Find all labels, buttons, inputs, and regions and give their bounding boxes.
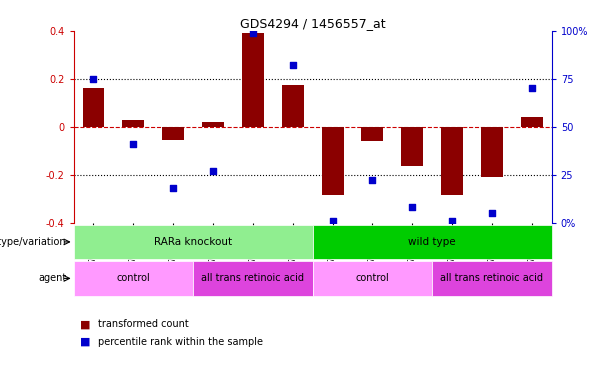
Point: [208, 168, 218, 174]
Bar: [362, 127, 383, 141]
Text: transformed count: transformed count: [98, 319, 189, 329]
Bar: [162, 127, 184, 140]
Point: [487, 210, 497, 216]
Point: [129, 141, 139, 147]
Title: GDS4294 / 1456557_at: GDS4294 / 1456557_at: [240, 17, 386, 30]
Text: ■: ■: [80, 319, 90, 329]
Bar: [313, 261, 432, 296]
Point: [368, 177, 378, 184]
Text: all trans retinoic acid: all trans retinoic acid: [201, 273, 305, 283]
Text: genotype/variation: genotype/variation: [0, 237, 67, 247]
Text: RARa knockout: RARa knockout: [154, 237, 232, 247]
Bar: [322, 127, 343, 195]
Point: [447, 218, 457, 224]
Bar: [432, 261, 552, 296]
Bar: [282, 85, 303, 127]
Bar: [74, 225, 313, 259]
Bar: [74, 261, 193, 296]
Bar: [123, 119, 144, 127]
Point: [248, 30, 258, 36]
Text: percentile rank within the sample: percentile rank within the sample: [98, 337, 263, 347]
Text: all trans retinoic acid: all trans retinoic acid: [440, 273, 544, 283]
Bar: [193, 261, 313, 296]
Point: [328, 218, 338, 224]
Bar: [83, 88, 104, 127]
Bar: [402, 127, 423, 166]
Bar: [521, 117, 543, 127]
Text: wild type: wild type: [408, 237, 456, 247]
Point: [527, 85, 537, 91]
Point: [288, 62, 298, 68]
Text: agent: agent: [39, 273, 67, 283]
Point: [88, 76, 98, 82]
Point: [168, 185, 178, 191]
Text: control: control: [116, 273, 150, 283]
Bar: [481, 127, 503, 177]
Bar: [242, 33, 264, 127]
Bar: [441, 127, 463, 195]
Text: ■: ■: [80, 337, 90, 347]
Text: control: control: [356, 273, 389, 283]
Bar: [313, 225, 552, 259]
Bar: [202, 122, 224, 127]
Point: [407, 204, 417, 210]
